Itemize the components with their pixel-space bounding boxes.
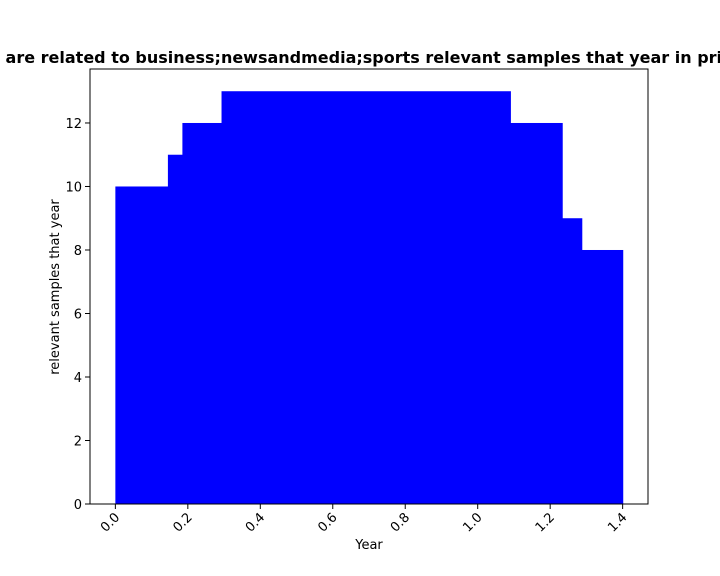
step-segment bbox=[581, 249, 624, 504]
y-tick-label: 2 bbox=[74, 434, 82, 449]
step-segment bbox=[221, 91, 511, 504]
step-segment bbox=[167, 154, 183, 504]
axes-frame bbox=[89, 68, 649, 505]
y-axis: 0 2 4 6 8 10 12 bbox=[65, 117, 90, 513]
y-axis-label: relevant samples that year bbox=[48, 199, 63, 375]
y-tick-label: 8 bbox=[74, 244, 82, 259]
y-tick-label: 10 bbox=[65, 180, 82, 195]
x-axis-label: Year bbox=[354, 538, 383, 553]
step-segment bbox=[510, 122, 563, 505]
step-segment bbox=[115, 186, 169, 504]
y-tick-label: 12 bbox=[65, 117, 82, 132]
chart-title: are related to business;newsandmedia;spo… bbox=[6, 48, 720, 67]
plot-area bbox=[115, 91, 624, 505]
y-tick-label: 6 bbox=[74, 307, 82, 322]
step-segment bbox=[562, 218, 583, 504]
y-tick-label: 0 bbox=[74, 498, 82, 513]
step-segment bbox=[182, 122, 223, 505]
y-tick-label: 4 bbox=[74, 371, 82, 386]
